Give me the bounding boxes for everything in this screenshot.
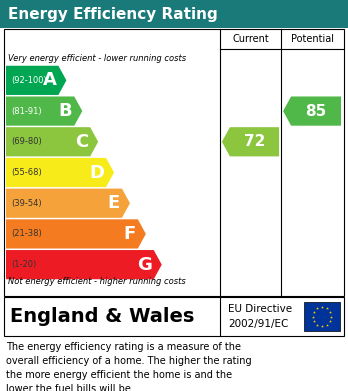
Text: Energy Efficiency Rating: Energy Efficiency Rating <box>8 7 218 22</box>
Text: (69-80): (69-80) <box>11 137 42 146</box>
Text: A: A <box>42 71 56 90</box>
Text: D: D <box>89 163 104 181</box>
Text: Potential: Potential <box>291 34 334 44</box>
Bar <box>0 0 348 28</box>
Text: C: C <box>75 133 88 151</box>
Polygon shape <box>6 158 114 187</box>
Bar <box>4 297 344 336</box>
Text: The energy efficiency rating is a measure of the
overall efficiency of a home. T: The energy efficiency rating is a measur… <box>6 342 252 391</box>
Text: G: G <box>137 256 152 274</box>
Polygon shape <box>6 188 130 218</box>
Text: (92-100): (92-100) <box>11 76 47 85</box>
Polygon shape <box>6 66 66 95</box>
Text: (39-54): (39-54) <box>11 199 42 208</box>
Text: F: F <box>124 225 136 243</box>
Polygon shape <box>6 97 82 126</box>
Bar <box>4 29 344 296</box>
Polygon shape <box>6 127 98 156</box>
Text: (81-91): (81-91) <box>11 107 42 116</box>
Text: England & Wales: England & Wales <box>10 307 195 326</box>
Text: 72: 72 <box>244 134 265 149</box>
Bar <box>304 302 340 331</box>
Text: E: E <box>108 194 120 212</box>
Polygon shape <box>6 219 146 249</box>
Text: Not energy efficient - higher running costs: Not energy efficient - higher running co… <box>8 278 186 287</box>
Text: Current: Current <box>232 34 269 44</box>
Polygon shape <box>222 127 279 156</box>
Text: (21-38): (21-38) <box>11 230 42 239</box>
Polygon shape <box>283 97 341 126</box>
Text: 85: 85 <box>306 104 327 118</box>
Polygon shape <box>6 250 162 279</box>
Text: Very energy efficient - lower running costs: Very energy efficient - lower running co… <box>8 54 186 63</box>
Text: (1-20): (1-20) <box>11 260 36 269</box>
Text: B: B <box>59 102 72 120</box>
Text: EU Directive
2002/91/EC: EU Directive 2002/91/EC <box>228 305 292 328</box>
Text: (55-68): (55-68) <box>11 168 42 177</box>
